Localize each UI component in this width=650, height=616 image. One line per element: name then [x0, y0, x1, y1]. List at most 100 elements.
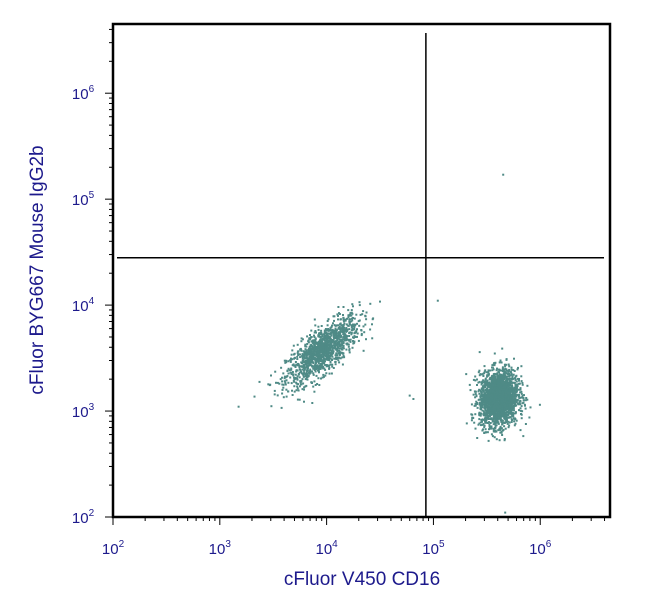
- data-point: [520, 417, 523, 420]
- data-point: [499, 431, 502, 434]
- data-point: [330, 351, 333, 354]
- data-point: [485, 406, 488, 409]
- data-point: [342, 338, 345, 341]
- data-point: [528, 416, 531, 419]
- data-point: [505, 358, 508, 361]
- data-point: [329, 345, 332, 348]
- data-point: [495, 390, 498, 393]
- data-point: [348, 322, 351, 325]
- data-point: [514, 383, 517, 386]
- data-point: [339, 344, 342, 347]
- data-point: [480, 390, 482, 393]
- data-point: [349, 331, 352, 334]
- data-point: [323, 333, 326, 336]
- data-point: [479, 414, 482, 417]
- data-point: [322, 373, 325, 376]
- data-point: [520, 413, 523, 416]
- data-point: [476, 406, 479, 409]
- data-point: [285, 388, 288, 391]
- data-point: [502, 397, 505, 400]
- data-point: [308, 346, 311, 349]
- data-point: [332, 335, 335, 338]
- data-point: [489, 414, 491, 417]
- data-point: [292, 344, 295, 347]
- data-point: [347, 345, 350, 348]
- data-point: [318, 345, 321, 347]
- data-point: [494, 425, 497, 428]
- data-point: [483, 401, 486, 404]
- data-point: [519, 409, 522, 412]
- data-point: [497, 407, 500, 410]
- data-point: [356, 322, 358, 325]
- data-point: [497, 429, 500, 432]
- data-point: [488, 421, 490, 424]
- data-point: [483, 407, 486, 410]
- data-point: [313, 343, 316, 346]
- data-point: [319, 357, 322, 360]
- data-point: [489, 422, 492, 424]
- data-point: [346, 324, 349, 327]
- data-point: [318, 371, 320, 374]
- data-point: [486, 416, 489, 419]
- data-point: [311, 365, 314, 368]
- data-point: [331, 363, 334, 366]
- data-point: [496, 418, 499, 421]
- data-point: [346, 342, 349, 345]
- data-point: [503, 411, 506, 414]
- data-point: [316, 351, 319, 354]
- data-point: [303, 356, 305, 359]
- data-point: [495, 424, 498, 427]
- x-axis-title: cFluor V450 CD16: [284, 569, 440, 590]
- data-point: [489, 377, 492, 379]
- data-point: [490, 404, 493, 407]
- data-point: [487, 382, 490, 385]
- data-point: [514, 379, 517, 382]
- data-point: [338, 325, 341, 328]
- data-point: [312, 352, 315, 355]
- data-point: [320, 365, 322, 368]
- data-point: [268, 384, 271, 387]
- data-point: [504, 395, 507, 398]
- data-point: [503, 377, 506, 380]
- data-point: [501, 381, 503, 384]
- data-point: [337, 314, 339, 317]
- data-point: [350, 309, 353, 312]
- data-point: [326, 335, 329, 338]
- data-point: [342, 306, 345, 308]
- data-point: [324, 368, 327, 371]
- data-point: [335, 331, 338, 334]
- data-point: [522, 399, 525, 402]
- data-point: [363, 331, 366, 334]
- data-point: [484, 402, 487, 405]
- data-point: [488, 412, 491, 415]
- data-point: [284, 381, 287, 384]
- data-point: [299, 356, 302, 359]
- data-point: [518, 382, 520, 385]
- data-point: [513, 404, 516, 407]
- data-point: [327, 332, 330, 335]
- y-tick-label: 106: [72, 84, 95, 103]
- data-point: [331, 344, 334, 347]
- data-point: [501, 390, 504, 393]
- data-point: [331, 324, 333, 327]
- data-point: [493, 420, 496, 423]
- data-point: [332, 331, 335, 334]
- data-point: [483, 384, 486, 387]
- data-point: [291, 389, 293, 392]
- data-point: [310, 381, 313, 384]
- data-point: [479, 395, 482, 398]
- data-point: [348, 338, 350, 341]
- data-point: [478, 403, 481, 406]
- data-point: [487, 416, 490, 419]
- data-point: [303, 363, 306, 366]
- data-point: [516, 368, 519, 371]
- data-point: [295, 389, 298, 392]
- data-point: [281, 376, 283, 379]
- data-point: [495, 384, 498, 387]
- data-point: [502, 399, 505, 401]
- y-axis: 102 103 104 105 106: [72, 28, 113, 527]
- data-point: [336, 339, 339, 342]
- data-point: [483, 426, 486, 429]
- data-point: [317, 366, 320, 369]
- data-point: [342, 341, 345, 344]
